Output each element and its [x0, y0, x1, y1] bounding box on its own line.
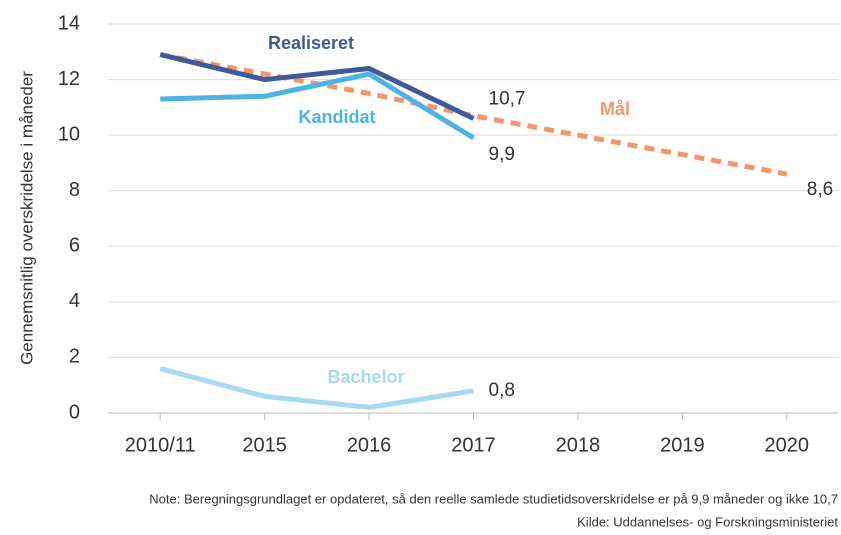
y-tick-label: 14 [58, 12, 80, 34]
y-tick-label: 10 [58, 123, 80, 145]
series-line [159, 366, 474, 410]
y-tick-label: 2 [69, 346, 80, 368]
series-label: Kandidat [298, 107, 375, 127]
series-label: Bachelor [327, 367, 404, 387]
series-label: Realiseret [268, 33, 354, 53]
source: Kilde: Uddannelses- og Forskningsministe… [577, 514, 838, 529]
y-tick-label: 6 [69, 235, 80, 257]
series-line [160, 71, 475, 141]
y-tick-label: 0 [69, 401, 80, 423]
x-tick-label: 2020 [765, 434, 810, 456]
x-tick-label: 2016 [347, 434, 392, 456]
series-line [159, 52, 788, 177]
series-line [159, 52, 475, 121]
data-label: 10,7 [489, 89, 526, 110]
y-tick-label: 12 [58, 68, 80, 90]
data-label: 8,6 [807, 179, 833, 200]
series-label: Mål [600, 99, 630, 119]
note: Note: Beregningsgrundlaget er opdateret,… [149, 491, 838, 506]
x-tick-label: 2019 [660, 434, 705, 456]
x-tick-label: 2018 [556, 434, 601, 456]
x-tick-label: 2017 [451, 434, 496, 456]
x-tick-label: 2010/11 [125, 434, 196, 456]
y-axis-label: Gennemsnitlig overskridelse i måneder [17, 71, 36, 365]
data-label: 0,8 [489, 380, 515, 401]
y-tick-label: 4 [69, 290, 80, 312]
data-label: 9,9 [489, 144, 515, 165]
x-tick-label: 2015 [242, 434, 287, 456]
y-tick-label: 8 [69, 179, 80, 201]
